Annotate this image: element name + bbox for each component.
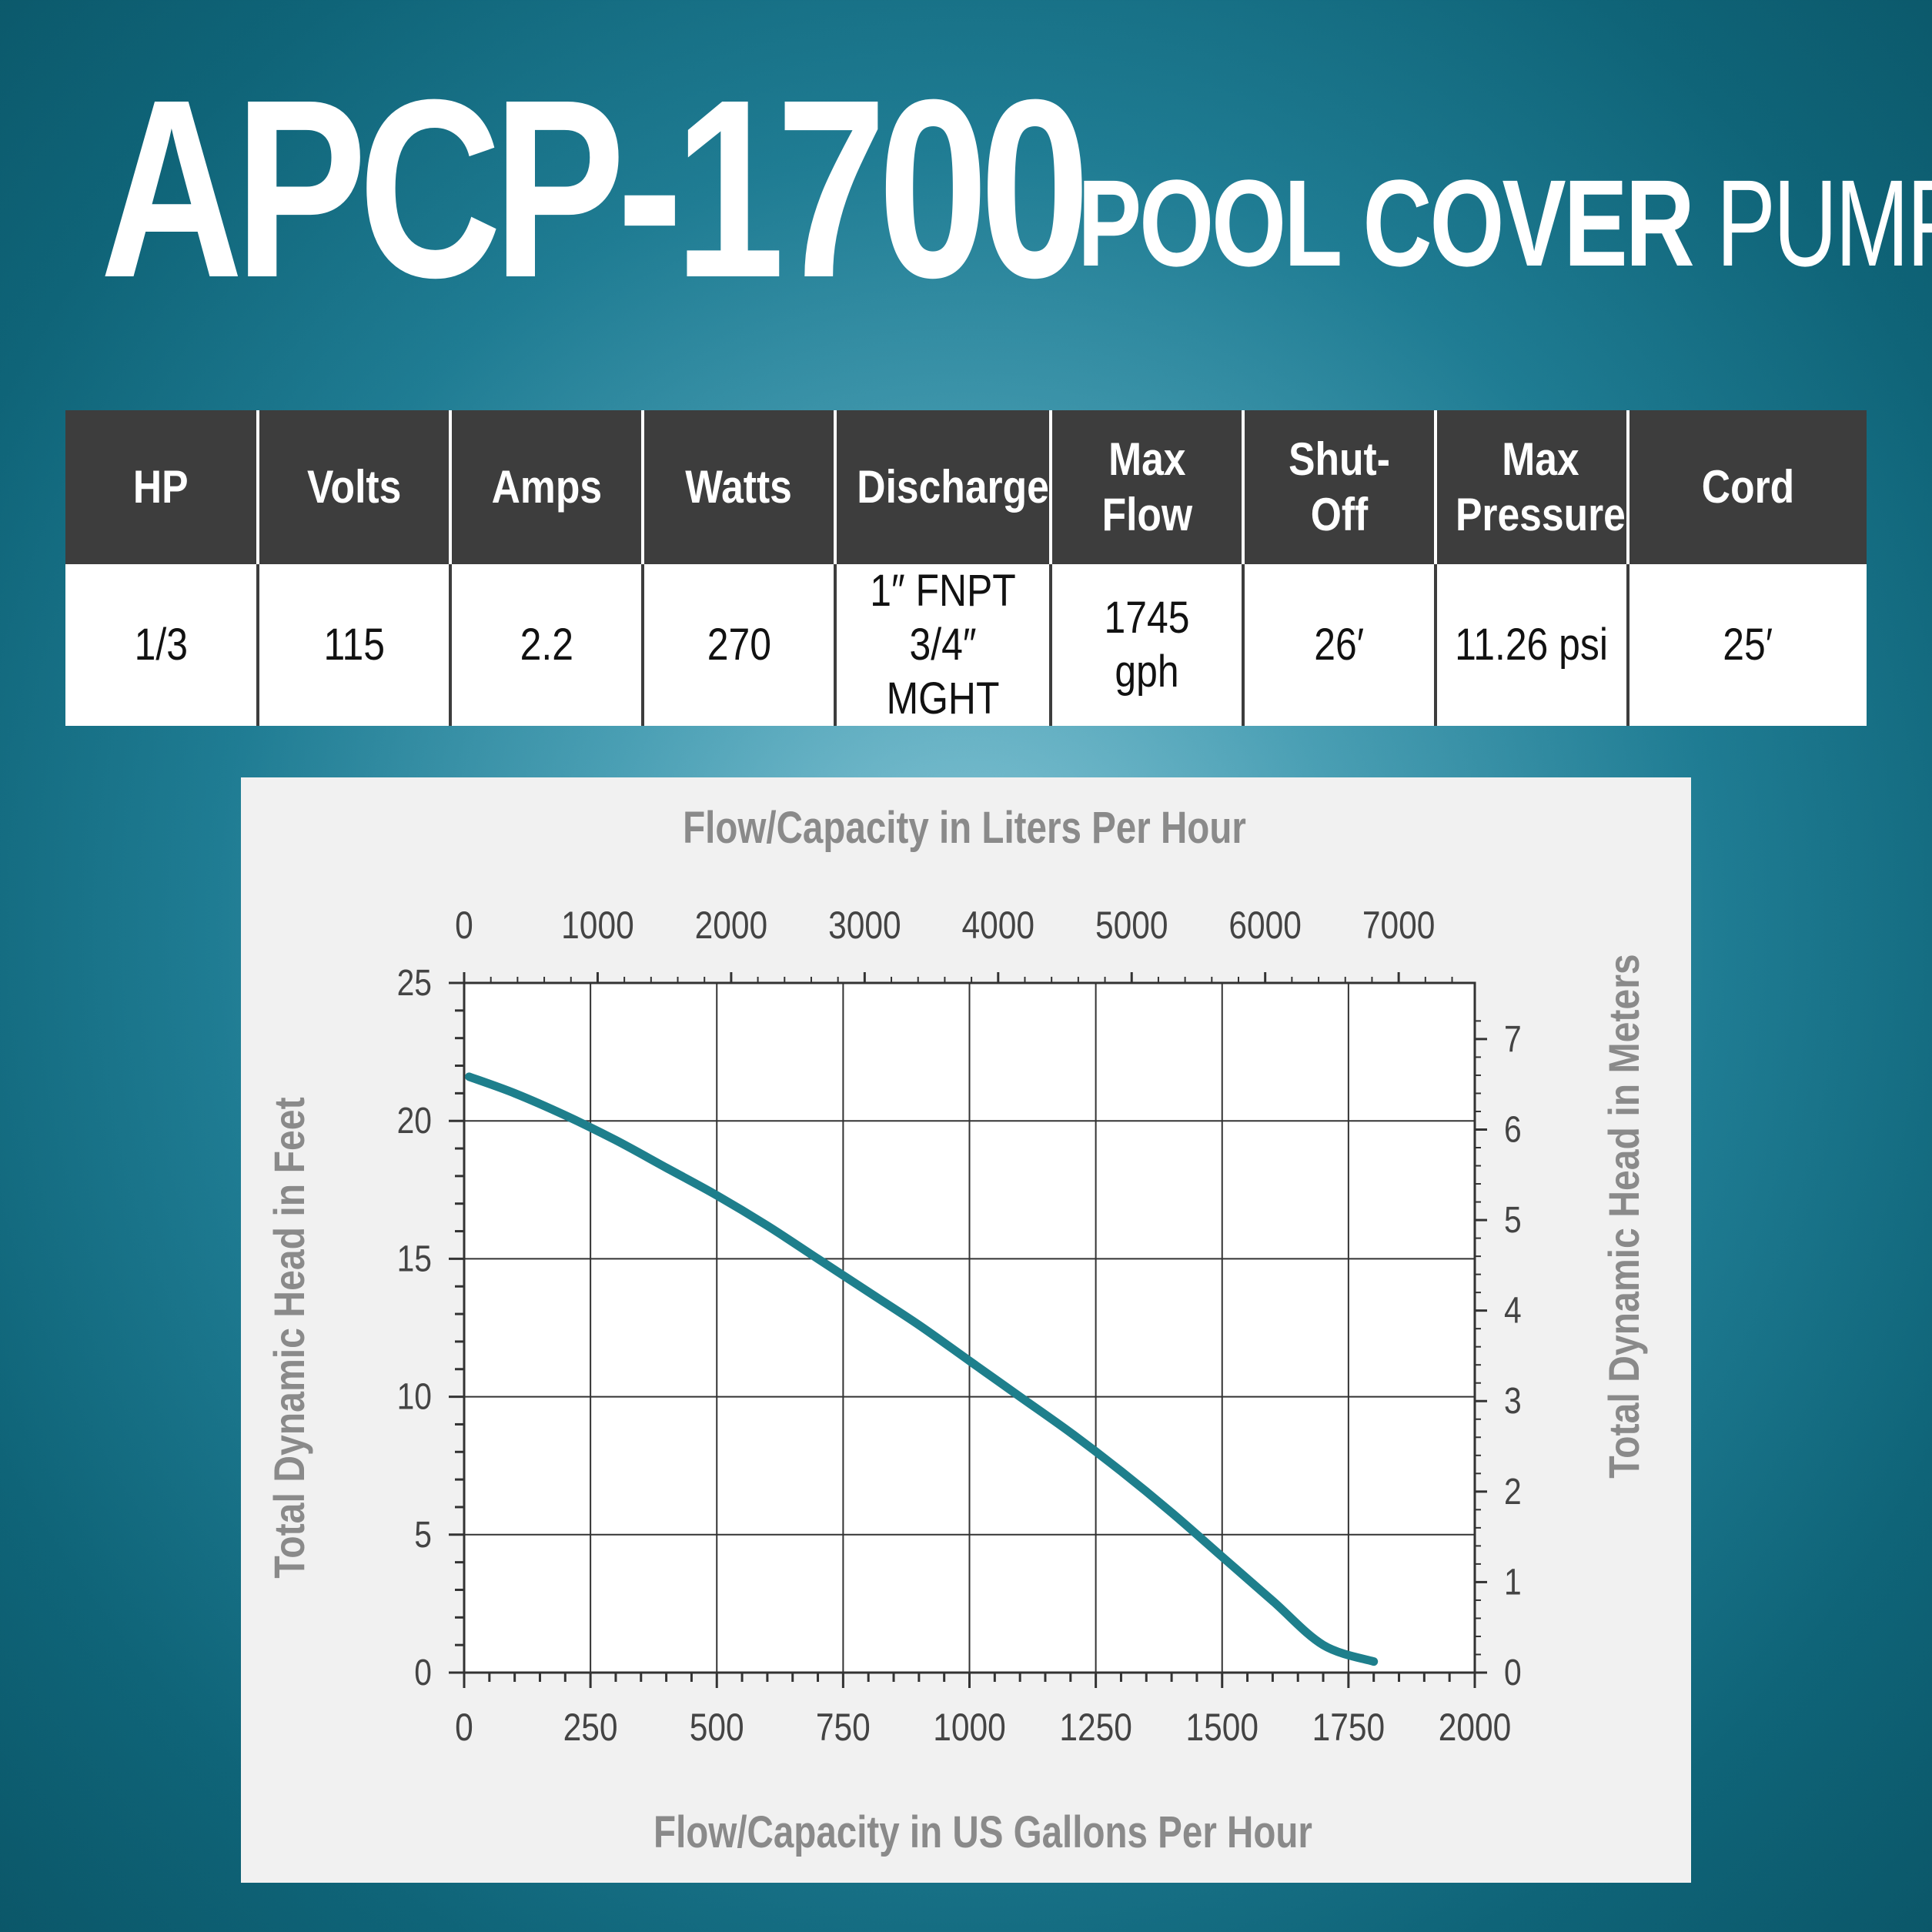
plot-frame (463, 981, 1476, 1674)
pump-curve-chart: Flow/Capacity in Liters Per Hour Flow/Ca… (241, 777, 1691, 1883)
spec-header: Amps (449, 410, 643, 564)
spec-value: 25′ (1626, 564, 1867, 726)
x2-tick-label: 3000 (828, 904, 901, 947)
spec-header: Cord (1626, 410, 1867, 564)
y-tick-label: 5 (414, 1515, 432, 1556)
x2-tick-label: 6000 (1228, 904, 1302, 947)
y2-tick-label: 0 (1504, 1653, 1522, 1693)
pump-curve-line (465, 1072, 1379, 1666)
spec-value: 2.2 (449, 564, 643, 726)
y2-tick-label: 3 (1504, 1381, 1522, 1422)
y-tick-label: 25 (397, 963, 432, 1004)
y-tick-label: 10 (397, 1377, 432, 1418)
x-tick-label: 0 (455, 1706, 473, 1749)
model-name: APCP-1700 (100, 46, 1090, 330)
y-tick-label: 20 (397, 1101, 432, 1141)
spec-header: Volts (256, 410, 450, 564)
y2-tick-label: 6 (1504, 1109, 1522, 1150)
x-tick-label: 250 (563, 1706, 618, 1749)
page-title: APCP-1700 POOL COVER PUMP (100, 46, 1932, 316)
spec-header: HP (65, 410, 258, 564)
x2-tick-label: 0 (455, 904, 473, 947)
right-axis-title: Total Dynamic Head in Meters (1601, 954, 1649, 1478)
spec-value-row: 1/3 115 2.2 270 1″ FNPT 3/4″ MGHT 1745 g… (65, 564, 1867, 726)
spec-value: 270 (641, 564, 835, 726)
y2-tick-label: 5 (1504, 1200, 1522, 1241)
spec-value: 1″ FNPT 3/4″ MGHT (834, 564, 1051, 726)
x-tick-label: 1750 (1312, 1706, 1385, 1749)
top-axis-title: Flow/Capacity in Liters Per Hour (683, 804, 1246, 854)
x-tick-label: 1500 (1185, 1706, 1258, 1749)
spec-header: Max Pressure (1434, 410, 1628, 564)
spec-value: 26′ (1242, 564, 1436, 726)
spec-header: Discharge (834, 410, 1051, 564)
spec-header: Shut-Off (1242, 410, 1436, 564)
y2-tick-label: 1 (1504, 1562, 1522, 1603)
y2-tick-label: 4 (1504, 1291, 1522, 1332)
y-tick-label: 0 (414, 1653, 432, 1693)
x-tick-label: 500 (690, 1706, 744, 1749)
x2-tick-label: 1000 (561, 904, 634, 947)
spec-value: 1745 gph (1049, 564, 1243, 726)
bottom-axis-title: Flow/Capacity in US Gallons Per Hour (653, 1808, 1312, 1858)
chart-svg: Flow/Capacity in Liters Per Hour Flow/Ca… (266, 804, 1649, 1858)
left-axis-title: Total Dynamic Head in Feet (266, 1097, 314, 1578)
x-tick-label: 750 (816, 1706, 871, 1749)
spec-table: HP Volts Amps Watts Discharge Max Flow S… (65, 410, 1867, 726)
x-tick-label: 2000 (1439, 1706, 1512, 1749)
x2-tick-label: 5000 (1095, 904, 1168, 947)
x2-tick-label: 4000 (962, 904, 1035, 947)
product-type-bold: POOL COVER (1078, 154, 1695, 292)
y2-tick-label: 7 (1504, 1019, 1522, 1060)
x2-tick-label: 2000 (695, 904, 768, 947)
spec-header-row: HP Volts Amps Watts Discharge Max Flow S… (65, 410, 1867, 564)
spec-value: 11.26 psi (1434, 564, 1628, 726)
y-tick-label: 15 (397, 1238, 432, 1279)
spec-value: 1/3 (65, 564, 258, 726)
x-tick-label: 1000 (933, 1706, 1006, 1749)
spec-value: 115 (256, 564, 450, 726)
y2-tick-label: 2 (1504, 1472, 1522, 1513)
spec-header: Max Flow (1049, 410, 1243, 564)
product-type-light: PUMP (1716, 154, 1932, 292)
x-tick-label: 1250 (1059, 1706, 1132, 1749)
spec-header: Watts (641, 410, 835, 564)
x2-tick-label: 7000 (1362, 904, 1436, 947)
